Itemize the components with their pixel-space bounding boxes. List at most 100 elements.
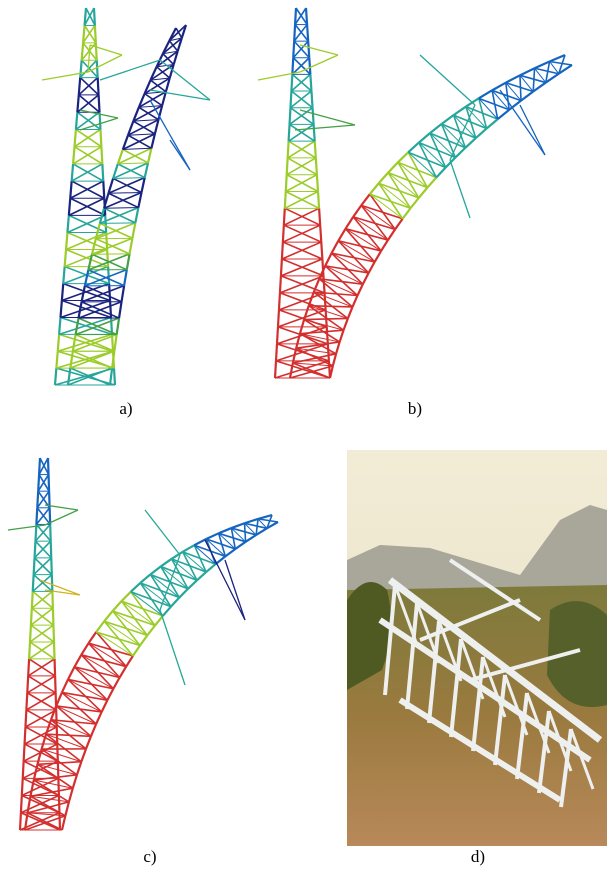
tower-leg bbox=[19, 795, 23, 813]
tower-brace bbox=[103, 620, 134, 657]
photo-lattice bbox=[378, 558, 603, 808]
cross-arm bbox=[159, 59, 211, 101]
tower-brace bbox=[36, 507, 51, 525]
tower-brace bbox=[26, 692, 57, 711]
photo-beam bbox=[383, 584, 397, 696]
tower-strut bbox=[127, 133, 155, 136]
tower-leg bbox=[244, 534, 257, 543]
tower-brace bbox=[74, 146, 103, 165]
tower-leg bbox=[377, 171, 389, 184]
tower-brace bbox=[75, 128, 102, 148]
tower-brace bbox=[217, 533, 227, 557]
tower-brace bbox=[71, 180, 105, 199]
tower-brace bbox=[170, 558, 189, 590]
tower-strut bbox=[81, 654, 120, 678]
tower-leg bbox=[125, 253, 131, 270]
cross-arm bbox=[87, 54, 123, 73]
tower-brace bbox=[276, 343, 330, 362]
tower-brace bbox=[318, 278, 353, 308]
tower-leg bbox=[139, 634, 149, 647]
tower-leg bbox=[545, 72, 560, 84]
tower-leg bbox=[278, 275, 283, 293]
tower-leg bbox=[125, 655, 134, 668]
tower-brace bbox=[304, 317, 348, 321]
cross-arm bbox=[44, 504, 79, 511]
tower-strut bbox=[519, 75, 534, 92]
tower-leg bbox=[46, 457, 50, 475]
tower-strut bbox=[205, 538, 226, 557]
tower-leg bbox=[310, 90, 314, 108]
tower-brace bbox=[75, 333, 115, 352]
tower-brace bbox=[45, 733, 82, 763]
tower-leg bbox=[520, 90, 534, 102]
tower-strut bbox=[296, 347, 337, 355]
tower-leg bbox=[100, 699, 109, 713]
tower-brace bbox=[108, 192, 139, 209]
panel-label: b) bbox=[408, 399, 422, 418]
tower-leg bbox=[291, 347, 298, 364]
tower-leg bbox=[328, 365, 334, 379]
tower-brace bbox=[117, 163, 146, 179]
tower-leg bbox=[161, 605, 172, 617]
tower-leg bbox=[257, 513, 273, 520]
tower-brace bbox=[25, 726, 58, 745]
tower-brace bbox=[103, 207, 136, 224]
tower-leg bbox=[71, 334, 77, 352]
tower-leg bbox=[35, 507, 39, 525]
photo-beam bbox=[387, 577, 603, 743]
tower-brace bbox=[65, 248, 109, 268]
tower-leg bbox=[154, 615, 164, 627]
tower-leg bbox=[103, 610, 114, 622]
tower-brace bbox=[294, 24, 309, 42]
tower-leg bbox=[417, 186, 429, 199]
tower-brace bbox=[205, 538, 236, 550]
tower-brace bbox=[397, 161, 420, 199]
tower-leg bbox=[49, 524, 52, 542]
tower-brace bbox=[81, 59, 99, 79]
tower-brace bbox=[68, 214, 107, 234]
tower-leg bbox=[25, 692, 29, 710]
tower-leg bbox=[134, 207, 140, 224]
photo-beam bbox=[471, 656, 485, 752]
tower-leg bbox=[291, 57, 295, 75]
tower-leg bbox=[367, 261, 376, 274]
photo-beam bbox=[515, 692, 529, 780]
tower-leg bbox=[82, 25, 86, 43]
tower-brace bbox=[50, 719, 87, 750]
tower-leg bbox=[89, 723, 98, 737]
tower-leg bbox=[307, 291, 315, 307]
tower-strut bbox=[138, 105, 163, 108]
tower-brace bbox=[33, 574, 53, 593]
tower-leg bbox=[53, 675, 57, 693]
tower-brace bbox=[491, 90, 499, 120]
tower-leg bbox=[351, 295, 359, 308]
tower-leg bbox=[139, 573, 152, 584]
photo-tree bbox=[547, 601, 607, 707]
tower-leg bbox=[214, 555, 227, 565]
photo-beam bbox=[449, 638, 463, 738]
tower-leg bbox=[121, 134, 130, 150]
tower-leg bbox=[67, 787, 74, 803]
tower-leg bbox=[117, 301, 123, 319]
tower-leg bbox=[478, 89, 493, 100]
tower-brace bbox=[303, 318, 341, 343]
tower-leg bbox=[36, 748, 43, 765]
tower-brace bbox=[544, 61, 551, 83]
tower-brace bbox=[30, 624, 55, 643]
tower-leg bbox=[321, 258, 325, 276]
tower-brace bbox=[257, 518, 279, 523]
tower-leg bbox=[320, 241, 324, 260]
tower-brace bbox=[292, 353, 337, 364]
tower-leg bbox=[37, 474, 41, 492]
tower-strut bbox=[74, 666, 114, 690]
tower-strut bbox=[244, 522, 257, 536]
tower-brace bbox=[324, 265, 359, 297]
tower-strut bbox=[549, 61, 560, 75]
panel-label: c) bbox=[143, 847, 156, 866]
cross-arm bbox=[79, 109, 119, 119]
tower-strut bbox=[193, 544, 216, 565]
tower-leg bbox=[308, 57, 312, 75]
tower-brace bbox=[281, 258, 324, 277]
tower-leg bbox=[97, 94, 101, 113]
